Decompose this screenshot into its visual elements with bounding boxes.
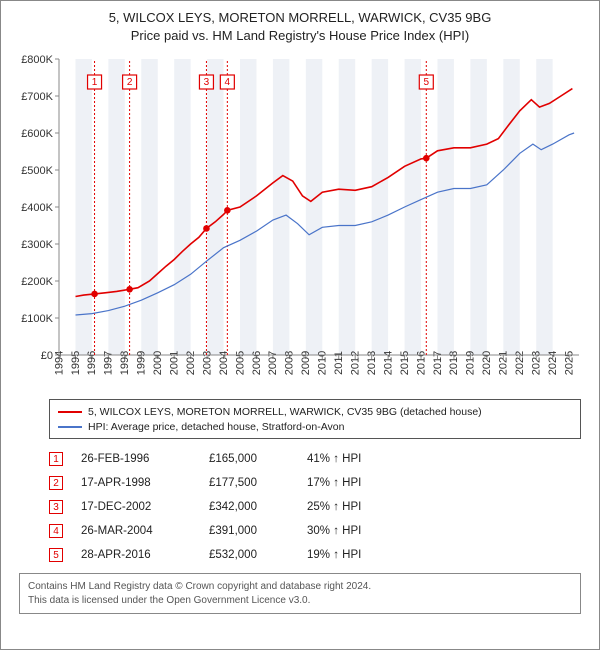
svg-text:2003: 2003	[201, 351, 213, 375]
svg-text:2018: 2018	[448, 351, 460, 375]
svg-text:2007: 2007	[267, 351, 279, 375]
svg-text:2006: 2006	[251, 351, 263, 375]
legend-label: HPI: Average price, detached house, Stra…	[88, 421, 344, 433]
transaction-marker: 3	[49, 500, 63, 514]
transaction-price: £342,000	[209, 501, 289, 513]
transaction-marker: 2	[49, 476, 63, 490]
transaction-price: £177,500	[209, 477, 289, 489]
legend-item: 5, WILCOX LEYS, MORETON MORRELL, WARWICK…	[58, 404, 572, 419]
transaction-row: 1 26-FEB-1996 £165,000 41% ↑ HPI	[49, 447, 581, 471]
svg-text:1: 1	[92, 77, 98, 88]
svg-text:£400K: £400K	[21, 202, 53, 214]
svg-text:3: 3	[204, 77, 210, 88]
transaction-price: £391,000	[209, 525, 289, 537]
svg-text:2023: 2023	[531, 351, 543, 375]
svg-text:4: 4	[225, 77, 231, 88]
svg-text:2020: 2020	[481, 351, 493, 375]
transaction-delta: 41% ↑ HPI	[307, 453, 581, 465]
svg-text:£700K: £700K	[21, 91, 53, 103]
transaction-delta: 19% ↑ HPI	[307, 549, 581, 561]
svg-text:2015: 2015	[399, 351, 411, 375]
svg-text:2022: 2022	[514, 351, 526, 375]
transaction-marker: 1	[49, 452, 63, 466]
price-chart: £0 £100K £200K £300K £400K £500K £600K £700K £80…	[13, 53, 589, 393]
svg-text:2000: 2000	[152, 351, 164, 375]
transaction-date: 17-APR-1998	[81, 477, 191, 489]
transaction-row: 4 26-MAR-2004 £391,000 30% ↑ HPI	[49, 519, 581, 543]
transaction-delta: 30% ↑ HPI	[307, 525, 581, 537]
legend-item: HPI: Average price, detached house, Stra…	[58, 419, 572, 434]
svg-text:£800K: £800K	[21, 54, 53, 66]
svg-text:1996: 1996	[86, 351, 98, 375]
transaction-row: 5 28-APR-2016 £532,000 19% ↑ HPI	[49, 543, 581, 567]
svg-text:2024: 2024	[547, 351, 559, 375]
svg-text:£500K: £500K	[21, 165, 53, 177]
transaction-delta: 25% ↑ HPI	[307, 501, 581, 513]
title-address: 5, WILCOX LEYS, MORETON MORRELL, WARWICK…	[11, 9, 589, 27]
svg-text:2025: 2025	[563, 351, 575, 375]
svg-text:2014: 2014	[382, 351, 394, 375]
svg-text:2021: 2021	[498, 351, 510, 375]
svg-text:2008: 2008	[284, 351, 296, 375]
transaction-row: 3 17-DEC-2002 £342,000 25% ↑ HPI	[49, 495, 581, 519]
footer-attribution: Contains HM Land Registry data © Crown c…	[19, 573, 581, 614]
svg-text:2017: 2017	[432, 351, 444, 375]
svg-text:2010: 2010	[317, 351, 329, 375]
transaction-marker: 4	[49, 524, 63, 538]
transaction-price: £165,000	[209, 453, 289, 465]
chart-container: £0 £100K £200K £300K £400K £500K £600K £700K £80…	[13, 53, 587, 393]
svg-text:£0: £0	[41, 350, 53, 362]
svg-text:2002: 2002	[185, 351, 197, 375]
legend-swatch	[58, 426, 82, 428]
footer-line-2: This data is licensed under the Open Gov…	[28, 594, 572, 608]
transaction-table: 1 26-FEB-1996 £165,000 41% ↑ HPI 2 17-APR-199…	[49, 447, 581, 567]
svg-text:1995: 1995	[70, 351, 82, 375]
svg-text:1997: 1997	[103, 351, 115, 375]
transaction-date: 26-FEB-1996	[81, 453, 191, 465]
transaction-marker: 5	[49, 548, 63, 562]
svg-text:5: 5	[424, 77, 430, 88]
svg-text:2009: 2009	[300, 351, 312, 375]
legend-swatch	[58, 411, 82, 413]
svg-text:2016: 2016	[415, 351, 427, 375]
transaction-date: 26-MAR-2004	[81, 525, 191, 537]
legend: 5, WILCOX LEYS, MORETON MORRELL, WARWICK…	[49, 399, 581, 439]
title-block: 5, WILCOX LEYS, MORETON MORRELL, WARWICK…	[1, 1, 599, 49]
svg-text:£200K: £200K	[21, 276, 53, 288]
transaction-delta: 17% ↑ HPI	[307, 477, 581, 489]
title-subtitle: Price paid vs. HM Land Registry's House …	[11, 27, 589, 45]
legend-label: 5, WILCOX LEYS, MORETON MORRELL, WARWICK…	[88, 406, 482, 418]
svg-text:£600K: £600K	[21, 128, 53, 140]
svg-text:2001: 2001	[168, 351, 180, 375]
svg-text:1999: 1999	[136, 351, 148, 375]
transaction-date: 17-DEC-2002	[81, 501, 191, 513]
svg-text:2012: 2012	[350, 351, 362, 375]
svg-text:2013: 2013	[366, 351, 378, 375]
svg-text:2004: 2004	[218, 351, 230, 375]
svg-text:2: 2	[127, 77, 133, 88]
svg-text:2005: 2005	[234, 351, 246, 375]
footer-line-1: Contains HM Land Registry data © Crown c…	[28, 580, 572, 594]
svg-text:£300K: £300K	[21, 239, 53, 251]
svg-text:2019: 2019	[465, 351, 477, 375]
transaction-date: 28-APR-2016	[81, 549, 191, 561]
transaction-row: 2 17-APR-1998 £177,500 17% ↑ HPI	[49, 471, 581, 495]
svg-text:£100K: £100K	[21, 313, 53, 325]
transaction-price: £532,000	[209, 549, 289, 561]
